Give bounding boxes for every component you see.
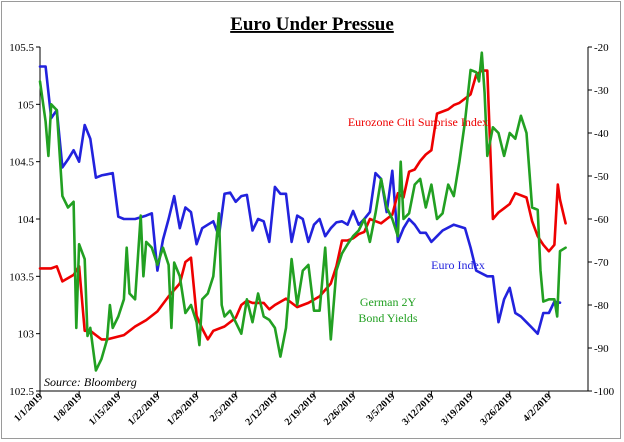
left-tick-label: 103.5	[9, 271, 34, 283]
right-tick-label: -80	[594, 300, 609, 312]
left-tick-label: 103	[18, 329, 35, 341]
x-tick-label: 1/15/2019	[87, 391, 123, 427]
source-note: Source: Bloomberg	[44, 375, 137, 389]
right-tick-label: -40	[594, 128, 609, 140]
left-tick-label: 105	[18, 99, 35, 111]
x-tick-label: 2/19/2019	[283, 391, 319, 427]
annotation-surprise-index: Eurozone Citi Surprise Index	[348, 115, 488, 129]
annotation-bund-line2: Bond Yields	[358, 311, 418, 325]
x-tick-label: 2/5/2019	[208, 391, 241, 424]
x-tick-label: 3/26/2019	[478, 391, 514, 427]
x-tick-label: 1/22/2019	[126, 391, 162, 427]
x-tick-label: 2/26/2019	[322, 391, 358, 427]
right-tick-label: -100	[594, 386, 615, 398]
annotation-bund-line1: German 2Y	[360, 295, 417, 309]
x-tick-label: 3/5/2019	[364, 391, 397, 424]
right-tick-label: -50	[594, 171, 609, 183]
right-tick-label: -30	[594, 85, 609, 97]
left-tick-label: 104	[18, 214, 35, 226]
right-tick-label: -60	[594, 214, 609, 226]
left-tick-label: 102.5	[9, 386, 34, 398]
right-tick-label: -20	[594, 42, 609, 54]
x-tick-label: 1/29/2019	[165, 391, 201, 427]
series-layer	[38, 51, 567, 372]
x-tick-label: 4/2/2019	[521, 391, 554, 424]
series-line-bund	[38, 51, 567, 372]
annotation-euro-index: Euro Index	[431, 258, 485, 272]
right-tick-label: -90	[594, 343, 609, 355]
left-tick-label: 104.5	[9, 157, 34, 169]
chart-title: Euro Under Pressue	[230, 14, 394, 35]
x-tick-label: 2/12/2019	[244, 391, 280, 427]
x-tick-label: 3/12/2019	[400, 391, 436, 427]
right-tick-label: -70	[594, 257, 609, 269]
left-tick-label: 105.5	[9, 42, 34, 54]
x-tick-label: 3/19/2019	[439, 391, 475, 427]
x-tick-label: 1/8/2019	[51, 391, 84, 424]
series-line-surprise	[38, 69, 567, 341]
series-line-euro	[38, 65, 562, 336]
